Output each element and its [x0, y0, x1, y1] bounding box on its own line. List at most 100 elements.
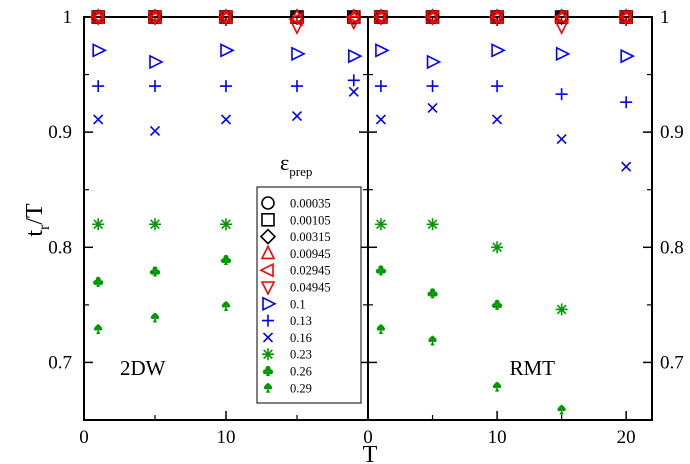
data-point — [373, 8, 389, 23]
club-stem — [224, 259, 228, 265]
data-point — [288, 12, 303, 27]
series-0.26 — [375, 265, 503, 310]
data-point — [149, 54, 164, 70]
data-point — [149, 266, 161, 277]
spade-stem — [495, 386, 500, 392]
legend-label: 0.16 — [290, 331, 312, 345]
club-stem — [378, 270, 383, 276]
data-point — [348, 86, 359, 97]
series-0.13 — [92, 74, 360, 93]
legend-title: εprep — [280, 150, 312, 179]
data-point — [373, 11, 389, 26]
data-point — [620, 96, 633, 109]
data-point — [554, 20, 569, 36]
data-point — [220, 80, 232, 93]
legend-marker — [263, 382, 273, 393]
data-point — [427, 102, 438, 114]
data-point — [147, 8, 163, 23]
club-right-lobe — [381, 268, 387, 274]
legend-entry: 0.04945 — [260, 281, 331, 296]
data-point — [220, 114, 232, 125]
y-tick-label-left: 0.7 — [48, 352, 72, 373]
data-point — [150, 312, 160, 323]
legend: εprep 0.00035 0.00105 0.00315 0.00945 0.0294… — [256, 150, 362, 404]
legend-marker — [261, 213, 275, 227]
legend-marker — [261, 196, 275, 210]
data-point — [147, 11, 163, 26]
legend-entry: 0.00105 — [261, 213, 331, 227]
series-0.04945 — [90, 11, 362, 36]
data-point — [426, 218, 439, 231]
club-left-lobe — [375, 268, 381, 274]
data-point — [374, 218, 387, 231]
series-0.1 — [375, 43, 635, 70]
legend-label: 0.00315 — [290, 230, 331, 244]
spade-body — [376, 324, 386, 331]
spade-body — [94, 324, 103, 331]
club-top-lobe — [223, 254, 229, 260]
panel-left — [83, 8, 369, 421]
legend-entry: 0.26 — [262, 365, 312, 379]
club-left-lobe — [491, 303, 497, 309]
data-point — [92, 43, 107, 58]
data-point — [90, 8, 106, 23]
spade-stem — [430, 340, 435, 346]
legend-entry: 0.1 — [262, 296, 306, 311]
data-point — [346, 15, 362, 31]
club-left-lobe — [93, 280, 99, 286]
x-tick-label: 10 — [217, 427, 236, 448]
club-top-lobe — [378, 265, 384, 271]
data-point — [491, 43, 506, 58]
legend-label: 0.26 — [290, 365, 312, 379]
data-point — [427, 288, 438, 299]
data-point — [492, 381, 502, 392]
legend-items: 0.00035 0.00105 0.00315 0.00945 0.02945 0.049… — [259, 196, 331, 395]
data-point — [620, 48, 635, 64]
y-tick-label-right: 1 — [660, 7, 670, 28]
data-point — [149, 80, 161, 93]
data-point — [347, 74, 360, 87]
data-point — [491, 241, 504, 254]
data-point — [218, 11, 234, 26]
y-tick-label-right: 0.8 — [660, 237, 684, 258]
club-stem — [153, 271, 157, 277]
y-tick-label-left: 1 — [63, 7, 73, 28]
series-0.13 — [374, 80, 633, 109]
x-axis-title: T — [363, 442, 378, 464]
legend-marker — [260, 244, 276, 260]
data-point — [149, 125, 161, 137]
spade-stem — [96, 329, 101, 335]
spade-stem — [559, 409, 564, 415]
spade-stem — [378, 329, 383, 335]
data-point — [489, 11, 505, 26]
data-point — [621, 161, 632, 172]
legend-entry: 0.16 — [262, 331, 312, 345]
x-tick-label: 20 — [617, 427, 636, 448]
panel-label-2dw: 2DW — [120, 356, 166, 380]
legend-label: 0.29 — [290, 381, 312, 395]
y-tick-labels-right: 0.7 0.8 0.9 1 — [660, 7, 684, 373]
legend-entry: 0.02945 — [259, 262, 331, 278]
y-tick-label-left: 0.8 — [48, 237, 72, 258]
series-0.04945 — [373, 11, 634, 36]
legend-label: 0.00035 — [290, 197, 331, 211]
club-top-lobe — [95, 276, 101, 282]
legend-marker — [262, 332, 274, 343]
data-point — [556, 133, 567, 145]
legend-marker — [259, 228, 277, 245]
club-left-lobe — [220, 258, 226, 264]
spade-stem — [224, 306, 228, 312]
spade-stem — [153, 317, 157, 323]
legend-marker — [262, 348, 274, 361]
panel-label-rmt: RMT — [509, 356, 555, 380]
plot-frame — [367, 16, 653, 421]
spade-body — [150, 312, 160, 320]
data-point — [425, 11, 440, 26]
data-point — [291, 110, 303, 122]
spade-body — [221, 301, 231, 308]
data-point — [617, 9, 632, 25]
data-point — [90, 11, 106, 26]
club-stem — [266, 371, 270, 376]
y-axis-title: tr/T — [22, 203, 53, 237]
series-0.26 — [93, 254, 232, 287]
